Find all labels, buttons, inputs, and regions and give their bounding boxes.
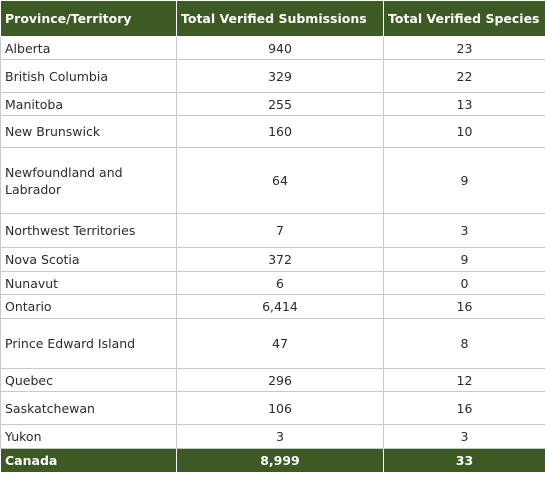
cell-region: British Columbia	[0, 59, 177, 93]
table-row: Newfoundland and Labrador 64 9	[0, 147, 545, 214]
cell-submissions: 6	[176, 271, 384, 295]
cell-submissions: 64	[176, 147, 384, 214]
header-total-verified-species: Total Verified Species	[383, 0, 545, 37]
cell-submissions: 940	[176, 36, 384, 60]
cell-species: 9	[383, 247, 545, 272]
table-row: Nunavut 6 0	[0, 271, 545, 295]
table-row: Manitoba 255 13	[0, 92, 545, 116]
cell-species: 16	[383, 294, 545, 319]
cell-submissions: 296	[176, 368, 384, 392]
cell-species: 3	[383, 213, 545, 248]
cell-submissions: 160	[176, 115, 384, 148]
total-species: 33	[383, 448, 545, 473]
table-row: Alberta 940 23	[0, 36, 545, 60]
cell-region: Saskatchewan	[0, 391, 177, 425]
table-row: Northwest Territories 7 3	[0, 213, 545, 248]
table-footer: Canada 8,999 33	[0, 448, 545, 473]
cell-region: Alberta	[0, 36, 177, 60]
cell-region: Quebec	[0, 368, 177, 392]
cell-species: 12	[383, 368, 545, 392]
cell-submissions: 255	[176, 92, 384, 116]
table-row: Quebec 296 12	[0, 368, 545, 392]
cell-species: 22	[383, 59, 545, 93]
cell-submissions: 6,414	[176, 294, 384, 319]
table-row: Ontario 6,414 16	[0, 294, 545, 319]
cell-species: 10	[383, 115, 545, 148]
cell-species: 0	[383, 271, 545, 295]
total-row: Canada 8,999 33	[0, 448, 545, 473]
cell-region: Nunavut	[0, 271, 177, 295]
cell-submissions: 3	[176, 424, 384, 449]
cell-submissions: 329	[176, 59, 384, 93]
cell-region: Prince Edward Island	[0, 318, 177, 369]
cell-submissions: 7	[176, 213, 384, 248]
cell-region: Ontario	[0, 294, 177, 319]
table-body: Alberta 940 23 British Columbia 329 22 Manitob…	[0, 36, 545, 449]
cell-species: 16	[383, 391, 545, 425]
header-province-territory: Province/Territory	[0, 0, 177, 37]
header-total-verified-submissions: Total Verified Submissions	[176, 0, 384, 37]
table-row: Prince Edward Island 47 8	[0, 318, 545, 369]
header-row: Province/Territory Total Verified Submis…	[0, 0, 545, 37]
table-row: Yukon 3 3	[0, 424, 545, 449]
total-submissions: 8,999	[176, 448, 384, 473]
cell-region: Northwest Territories	[0, 213, 177, 248]
cell-species: 23	[383, 36, 545, 60]
cell-species: 8	[383, 318, 545, 369]
cell-submissions: 47	[176, 318, 384, 369]
table-row: Nova Scotia 372 9	[0, 247, 545, 272]
cell-species: 13	[383, 92, 545, 116]
cell-region: New Brunswick	[0, 115, 177, 148]
cell-submissions: 372	[176, 247, 384, 272]
cell-region: Yukon	[0, 424, 177, 449]
cell-region: Manitoba	[0, 92, 177, 116]
cell-region: Nova Scotia	[0, 247, 177, 272]
table-row: British Columbia 329 22	[0, 59, 545, 93]
table-row: New Brunswick 160 10	[0, 115, 545, 148]
table-header: Province/Territory Total Verified Submis…	[0, 0, 545, 37]
cell-region: Newfoundland and Labrador	[0, 147, 177, 214]
cell-species: 3	[383, 424, 545, 449]
total-region: Canada	[0, 448, 177, 473]
cell-submissions: 106	[176, 391, 384, 425]
table-row: Saskatchewan 106 16	[0, 391, 545, 425]
cell-species: 9	[383, 147, 545, 214]
